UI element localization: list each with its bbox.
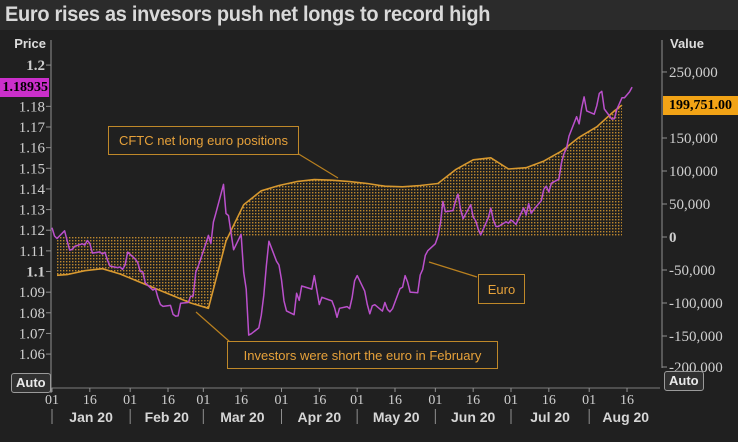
- date-tick-label: 16: [312, 393, 326, 408]
- month-label: Feb 20: [145, 409, 190, 425]
- date-tick-label: 01: [45, 393, 59, 408]
- month-label: May 20: [373, 409, 420, 425]
- value-tick-label: -100,000: [669, 296, 723, 312]
- date-tick-label: 16: [466, 393, 480, 408]
- annotation-connector-short: [195, 311, 231, 343]
- price-tick-label: 1.2: [26, 58, 45, 74]
- date-tick-label: 16: [83, 393, 97, 408]
- annotation-connector-euro: [428, 261, 478, 278]
- date-tick-label: 01: [275, 393, 289, 408]
- value-tick-label: 50,000: [669, 197, 710, 213]
- month-label: Aug 20: [602, 409, 649, 425]
- price-tick-label: 1.17: [19, 120, 46, 136]
- annotation-short-february: Investors were short the euro in Februar…: [227, 341, 498, 369]
- price-tick-label: 1.14: [19, 182, 46, 198]
- date-tick-label: 01: [504, 393, 518, 408]
- value-tick-label: -150,000: [669, 329, 723, 345]
- chart-title: Euro rises as invesors push net longs to…: [5, 3, 491, 26]
- price-axis-auto-button[interactable]: Auto: [11, 373, 51, 393]
- annotation-cftc-positions: CFTC net long euro positions: [108, 126, 299, 155]
- euro-line: [51, 86, 633, 336]
- price-axis-ticks: 1.2 1.18 1.17 1.16 1.15 1.14 1.13 1.12 1.11 1.1 1.…: [19, 58, 51, 363]
- cftc-area: [57, 105, 622, 309]
- date-tick-label: 01: [582, 393, 596, 408]
- price-axis-title: Price: [14, 36, 46, 51]
- date-tick-label: 01: [428, 393, 442, 408]
- date-tick-label: 16: [161, 393, 175, 408]
- date-tick-label: 01: [123, 393, 137, 408]
- euro-last-price-tag: 1.18935: [0, 78, 49, 98]
- date-tick-label: 16: [234, 393, 248, 408]
- price-tick-label: 1.18: [19, 99, 45, 115]
- value-axis-auto-button[interactable]: Auto: [664, 371, 704, 391]
- month-label: Jul 20: [530, 409, 570, 425]
- price-tick-label: 1.1: [26, 265, 45, 281]
- price-tick-label: 1.06: [19, 347, 46, 363]
- price-tick-label: 1.09: [19, 285, 45, 301]
- cftc-last-value-tag: 199,751.00: [663, 96, 738, 116]
- date-tick-label: 16: [388, 393, 402, 408]
- price-tick-label: 1.11: [19, 244, 45, 260]
- month-label: Apr 20: [298, 409, 342, 425]
- value-tick-label: 0: [669, 230, 677, 246]
- price-tick-label: 1.12: [19, 223, 45, 239]
- value-tick-label: 250,000: [669, 65, 718, 81]
- value-axis-ticks: 250,000 150,000 100,000 50,000 0 -50,000 -100,…: [662, 65, 723, 376]
- annotation-euro-label: Euro: [478, 274, 525, 304]
- date-tick-label: 16: [620, 393, 634, 408]
- month-label: Jun 20: [451, 409, 496, 425]
- title-bar: Euro rises as invesors push net longs to…: [0, 0, 738, 30]
- date-tick-label: 16: [542, 393, 556, 408]
- value-tick-label: -50,000: [669, 263, 715, 279]
- price-tick-label: 1.07: [19, 326, 46, 342]
- price-tick-label: 1.08: [19, 306, 45, 322]
- month-row: Jan 20 Feb 20 Mar 20 Apr 20 May 20 Jun 20 Jul …: [51, 409, 649, 425]
- price-tick-label: 1.15: [19, 161, 45, 177]
- date-tick-label: 01: [196, 393, 210, 408]
- date-tick-label: 01: [350, 393, 364, 408]
- value-tick-label: 100,000: [669, 164, 718, 180]
- value-tick-label: 150,000: [669, 131, 718, 147]
- price-tick-label: 1.13: [19, 203, 45, 219]
- value-axis-title: Value: [670, 36, 704, 51]
- month-label: Mar 20: [220, 409, 265, 425]
- date-axis-ticks: 01 16 01 16 01 16 01 16 01 16 01 16 01 16 01 16: [45, 388, 634, 408]
- price-tick-label: 1.16: [19, 141, 46, 157]
- month-label: Jan 20: [69, 409, 113, 425]
- annotation-connector-cftc: [296, 152, 339, 179]
